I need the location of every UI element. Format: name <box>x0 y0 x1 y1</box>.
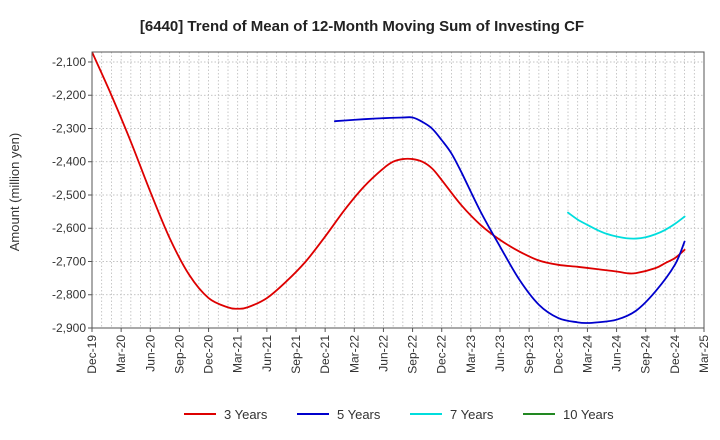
x-tick-label: Mar-21 <box>231 335 245 373</box>
legend-label-5-years: 5 Years <box>337 407 381 422</box>
legend-label-7-years: 7 Years <box>450 407 494 422</box>
x-tick-label: Sep-22 <box>406 335 420 374</box>
y-tick-label: -2,900 <box>52 321 86 335</box>
y-tick-label: -2,400 <box>52 155 86 169</box>
x-tick-label: Dec-24 <box>668 335 682 374</box>
plot-frame <box>91 51 705 329</box>
x-tick-label: Dec-20 <box>202 335 216 374</box>
series-line-7-years <box>567 211 686 240</box>
legend-label-10-years: 10 Years <box>563 407 614 422</box>
x-tick-label: Mar-22 <box>347 335 361 373</box>
x-tick-label: Dec-21 <box>318 335 332 374</box>
x-tick-label: Sep-24 <box>639 335 653 374</box>
grid <box>91 52 705 329</box>
x-tick-label: Sep-23 <box>522 335 536 374</box>
x-tick-label: Jun-21 <box>260 335 274 372</box>
series-lines <box>92 52 686 324</box>
legend-label-3-years: 3 Years <box>224 407 268 422</box>
x-tick-label: Dec-19 <box>85 335 99 374</box>
y-tick-label: -2,100 <box>52 55 86 69</box>
series-line-5-years <box>333 116 686 324</box>
x-tick-label: Jun-23 <box>493 335 507 372</box>
x-tick-label: Jun-20 <box>143 335 157 372</box>
axes: -2,100 -2,200 -2,300 -2,400 -2,500 -2,600 -2,7… <box>52 51 711 374</box>
x-tick-label: Jun-24 <box>610 335 624 372</box>
y-tick-label: -2,300 <box>52 121 86 135</box>
y-tick-label: -2,200 <box>52 88 86 102</box>
legend: 3 Years 5 Years 7 Years 10 Years <box>184 407 614 422</box>
x-tick-label: Mar-20 <box>114 335 128 373</box>
x-tick-label: Mar-25 <box>697 335 711 373</box>
x-tick-label: Mar-24 <box>580 335 594 373</box>
series-line-3-years <box>92 52 686 310</box>
x-tick-label: Dec-23 <box>551 335 565 374</box>
plot-area <box>92 52 704 328</box>
y-tick-label: -2,700 <box>52 254 86 268</box>
x-tick-label: Mar-23 <box>464 335 478 373</box>
x-tick-label: Dec-22 <box>435 335 449 374</box>
y-tick-label: -2,600 <box>52 221 86 235</box>
y-axis-label: Amount (million yen) <box>7 133 22 252</box>
chart-title: [6440] Trend of Mean of 12-Month Moving … <box>140 18 584 35</box>
x-tick-label: Jun-22 <box>376 335 390 372</box>
x-tick-label: Sep-20 <box>172 335 186 374</box>
x-tick-label: Sep-21 <box>289 335 303 374</box>
y-tick-label: -2,500 <box>52 188 86 202</box>
y-tick-label: -2,800 <box>52 288 86 302</box>
